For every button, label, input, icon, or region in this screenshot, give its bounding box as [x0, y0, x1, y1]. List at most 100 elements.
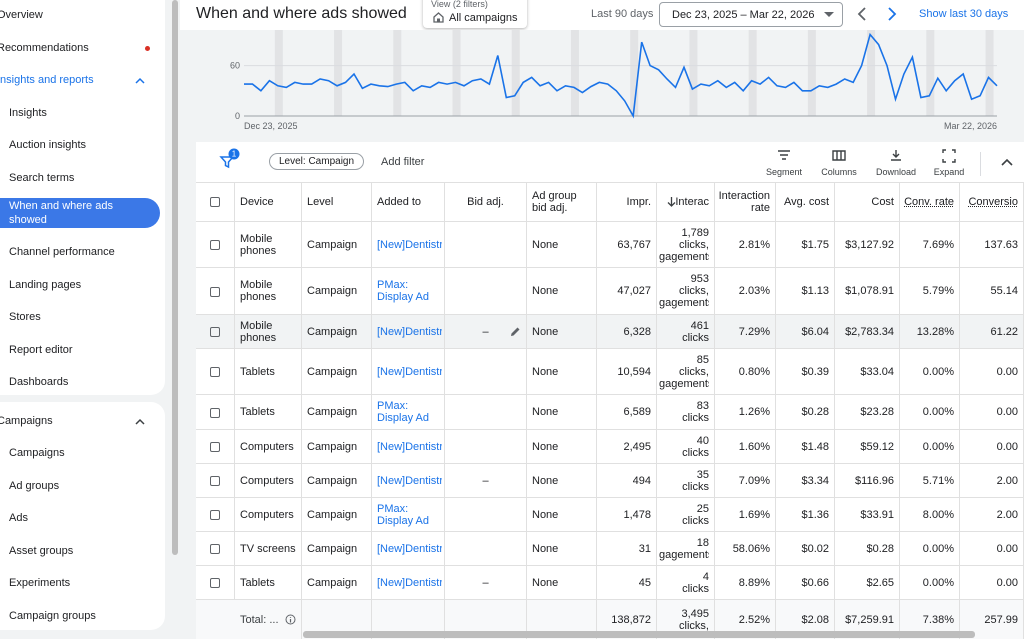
action-icon[interactable] [941, 148, 957, 164]
nav-item[interactable]: Ad groups [9, 479, 60, 492]
next-button[interactable] [886, 7, 898, 21]
column-header[interactable]: Ad group bid adj. [527, 183, 597, 221]
table-cell[interactable]: PMax: Display Ad [372, 268, 445, 314]
column-header[interactable]: Bid adj. [445, 183, 527, 221]
table-cell[interactable]: PMax: Display Ad [372, 395, 445, 429]
show-last-link[interactable]: Show last 30 days [919, 8, 1009, 20]
table-cell: 0.00% [900, 430, 960, 463]
cell-text: clicks [682, 446, 709, 459]
action-label[interactable]: Download [875, 167, 917, 177]
collapse-button[interactable] [1001, 158, 1013, 166]
table-cell[interactable]: [New]Dentistry [372, 464, 445, 497]
nav-item[interactable]: Search terms [9, 171, 75, 184]
checkbox[interactable] [210, 510, 220, 520]
nav-item[interactable]: Asset groups [9, 544, 74, 557]
alert-dot [145, 45, 150, 51]
checkbox[interactable] [210, 327, 220, 337]
checkbox[interactable] [210, 197, 220, 207]
table-cell: 1.26% [715, 395, 776, 429]
cell-text: Tablets [240, 365, 275, 378]
nav-item[interactable]: Channel performance [9, 246, 115, 258]
column-header[interactable]: Cost [835, 183, 900, 221]
table-cell: – [445, 315, 527, 348]
checkbox[interactable] [210, 286, 220, 297]
column-header[interactable]: Conv. rate [900, 183, 960, 221]
nav-item[interactable]: Auction insights [9, 139, 87, 151]
caret [135, 418, 145, 425]
checkbox[interactable] [210, 476, 220, 486]
table-cell[interactable]: [New]Dentistry [372, 430, 445, 463]
table-cell: 4 clicks [657, 566, 715, 599]
prev-button[interactable] [856, 7, 868, 21]
column-header[interactable]: Impr. [597, 183, 657, 221]
cell-text: $7,259.91 [845, 613, 894, 626]
column-header[interactable]: Interaction rate [715, 183, 776, 221]
table-cell[interactable]: [New]Dentistry [372, 532, 445, 565]
level-chip[interactable]: Level: Campaign [269, 153, 365, 170]
cell-text: [New]Dentistry [377, 576, 442, 589]
edit-icon[interactable] [510, 326, 521, 337]
x-label: Mar 22, 2026 [944, 121, 997, 131]
nav-item[interactable]: Ads [9, 512, 28, 524]
cell-text: Total: ... [240, 613, 279, 626]
column-header[interactable]: Level [302, 183, 372, 221]
checkbox[interactable] [210, 544, 220, 554]
nav-item[interactable]: Insights [9, 106, 47, 119]
cell-text: 2.00 [996, 508, 1018, 521]
action-icon[interactable] [888, 148, 904, 164]
nav-item[interactable]: Overview [0, 9, 43, 21]
date-range-dropdown[interactable]: Dec 23, 2025 – Mar 22, 2026 [659, 2, 843, 27]
add-filter[interactable]: Add filter [381, 156, 425, 168]
column-header[interactable]: Device [235, 183, 302, 221]
table-cell: 7.69% [900, 222, 960, 267]
action-label[interactable]: Expand [933, 167, 965, 177]
table-cell: 7.09% [715, 464, 776, 497]
nav-section-title[interactable]: Campaigns [0, 414, 53, 427]
column-header[interactable]: Interac [657, 183, 715, 221]
table-cell[interactable]: PMax: Display Ad [372, 498, 445, 531]
icon [285, 614, 296, 624]
cell-text: Campaign [307, 576, 358, 589]
view-filter-label: View (2 filters) [431, 0, 488, 9]
table-cell: $33.04 [835, 349, 900, 394]
table-cell: Campaign [302, 315, 372, 348]
table-cell[interactable]: [New]Dentistry [372, 315, 445, 348]
action-label[interactable]: Columns [821, 167, 857, 177]
nav-section-title[interactable]: Insights and reports [0, 74, 94, 86]
nav-item[interactable]: When and where ads showed [9, 200, 113, 226]
action-label[interactable]: Segment [765, 167, 803, 177]
nav-item[interactable]: Stores [9, 311, 41, 323]
weekend-band [274, 30, 283, 116]
checkbox[interactable] [210, 407, 220, 418]
nav-item[interactable]: Recommendations [0, 41, 89, 54]
column-header[interactable]: Avg. cost [776, 183, 835, 221]
checkbox[interactable] [210, 240, 220, 250]
filter-icon[interactable]: 1 [218, 148, 240, 170]
checkbox[interactable] [210, 442, 220, 452]
cell-text: $1,078.91 [845, 285, 894, 297]
table-cell[interactable]: [New]Dentistry [372, 222, 445, 267]
action-icon[interactable] [776, 148, 792, 164]
column-header[interactable]: Added to [372, 183, 445, 221]
nav-item[interactable]: Campaign groups [9, 609, 96, 622]
nav-item[interactable]: Experiments [9, 577, 71, 589]
nav-item[interactable]: Report editor [9, 343, 73, 356]
total-cell: 138,872 [597, 600, 657, 639]
column-header[interactable]: Conversio [960, 183, 1024, 221]
nav-item[interactable]: Dashboards [9, 376, 69, 388]
action-icon[interactable] [831, 148, 847, 164]
table-cell[interactable]: [New]Dentistry [372, 566, 445, 599]
checkbox[interactable] [210, 578, 220, 588]
weekend-band [867, 30, 876, 116]
cell-text: rate [751, 202, 770, 214]
table-cell [445, 222, 527, 267]
view-filter[interactable]: View (2 filters) All campaigns [423, 0, 527, 28]
cell-text: 7.69% [922, 238, 954, 251]
table-cell[interactable]: [New]Dentistry [372, 349, 445, 394]
checkbox[interactable] [210, 367, 220, 377]
nav-item[interactable]: Landing pages [9, 278, 82, 291]
cell-text: 0.00 [996, 406, 1018, 418]
nav-item[interactable]: Campaigns [9, 447, 65, 459]
row-border [196, 463, 1024, 464]
cell-text: 461 [690, 319, 709, 332]
